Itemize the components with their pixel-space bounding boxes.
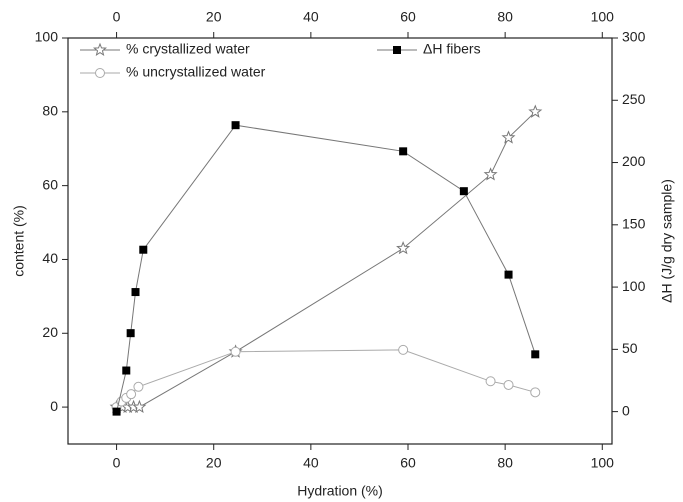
y2-tick-label: 150 bbox=[622, 216, 646, 232]
x-tick-label: 80 bbox=[497, 455, 513, 471]
y2-tick-label: 0 bbox=[622, 402, 630, 418]
x-top-tick-label: 0 bbox=[113, 9, 121, 25]
star-marker bbox=[528, 104, 543, 118]
x-axis-label: Hydration (%) bbox=[297, 483, 383, 499]
y2-tick-label: 50 bbox=[622, 340, 638, 356]
y2-tick-label: 250 bbox=[622, 91, 646, 107]
square-marker bbox=[139, 245, 148, 254]
y2-axis-label: ΔH (J/g dry sample) bbox=[659, 179, 675, 303]
x-tick-label: 100 bbox=[591, 455, 615, 471]
square-marker bbox=[399, 147, 408, 156]
square-marker bbox=[393, 46, 401, 54]
y-tick-label: 40 bbox=[42, 250, 58, 266]
circle-marker bbox=[126, 389, 137, 400]
y-axis-label: content (%) bbox=[11, 205, 27, 277]
square-marker bbox=[126, 329, 135, 338]
y-tick-label: 100 bbox=[35, 29, 59, 45]
y2-tick-label: 300 bbox=[622, 29, 646, 45]
circle-marker bbox=[133, 381, 144, 392]
y-tick-label: 20 bbox=[42, 324, 58, 340]
y-tick-label: 80 bbox=[42, 103, 58, 119]
x-tick-label: 60 bbox=[400, 455, 416, 471]
star-marker bbox=[483, 167, 498, 181]
star-marker bbox=[132, 399, 147, 413]
y-tick-label: 60 bbox=[42, 176, 58, 192]
circle-marker bbox=[503, 379, 514, 390]
star-marker bbox=[501, 130, 516, 144]
x-top-tick-label: 60 bbox=[400, 9, 416, 25]
circle-marker bbox=[398, 344, 409, 355]
star-marker bbox=[93, 42, 107, 57]
circle-marker bbox=[485, 376, 496, 387]
x-tick-label: 20 bbox=[206, 455, 222, 471]
y-tick-label: 0 bbox=[50, 398, 58, 414]
square-marker bbox=[131, 288, 140, 297]
square-marker bbox=[122, 366, 131, 375]
circle-marker bbox=[95, 68, 105, 78]
x-top-tick-label: 20 bbox=[206, 9, 222, 25]
square-marker bbox=[112, 407, 121, 416]
x-tick-label: 40 bbox=[303, 455, 319, 471]
x-tick-label: 0 bbox=[113, 455, 121, 471]
y2-tick-label: 200 bbox=[622, 153, 646, 169]
square-marker bbox=[231, 121, 240, 130]
legend-label: % crystallized water bbox=[126, 41, 250, 57]
legend-label: ΔH fibers bbox=[423, 41, 481, 57]
x-top-tick-label: 80 bbox=[497, 9, 513, 25]
series-line bbox=[116, 349, 536, 408]
circle-marker bbox=[230, 346, 241, 357]
x-top-tick-label: 100 bbox=[591, 9, 615, 25]
series-line bbox=[116, 111, 536, 408]
legend-label: % uncrystallized water bbox=[126, 64, 266, 80]
circle-marker bbox=[530, 387, 541, 398]
square-marker bbox=[459, 187, 468, 196]
square-marker bbox=[531, 350, 540, 359]
x-top-tick-label: 40 bbox=[303, 9, 319, 25]
plot-frame bbox=[67, 37, 613, 445]
y2-tick-label: 100 bbox=[622, 278, 646, 294]
series-line bbox=[116, 124, 536, 412]
star-marker bbox=[396, 241, 411, 255]
square-marker bbox=[504, 270, 513, 279]
